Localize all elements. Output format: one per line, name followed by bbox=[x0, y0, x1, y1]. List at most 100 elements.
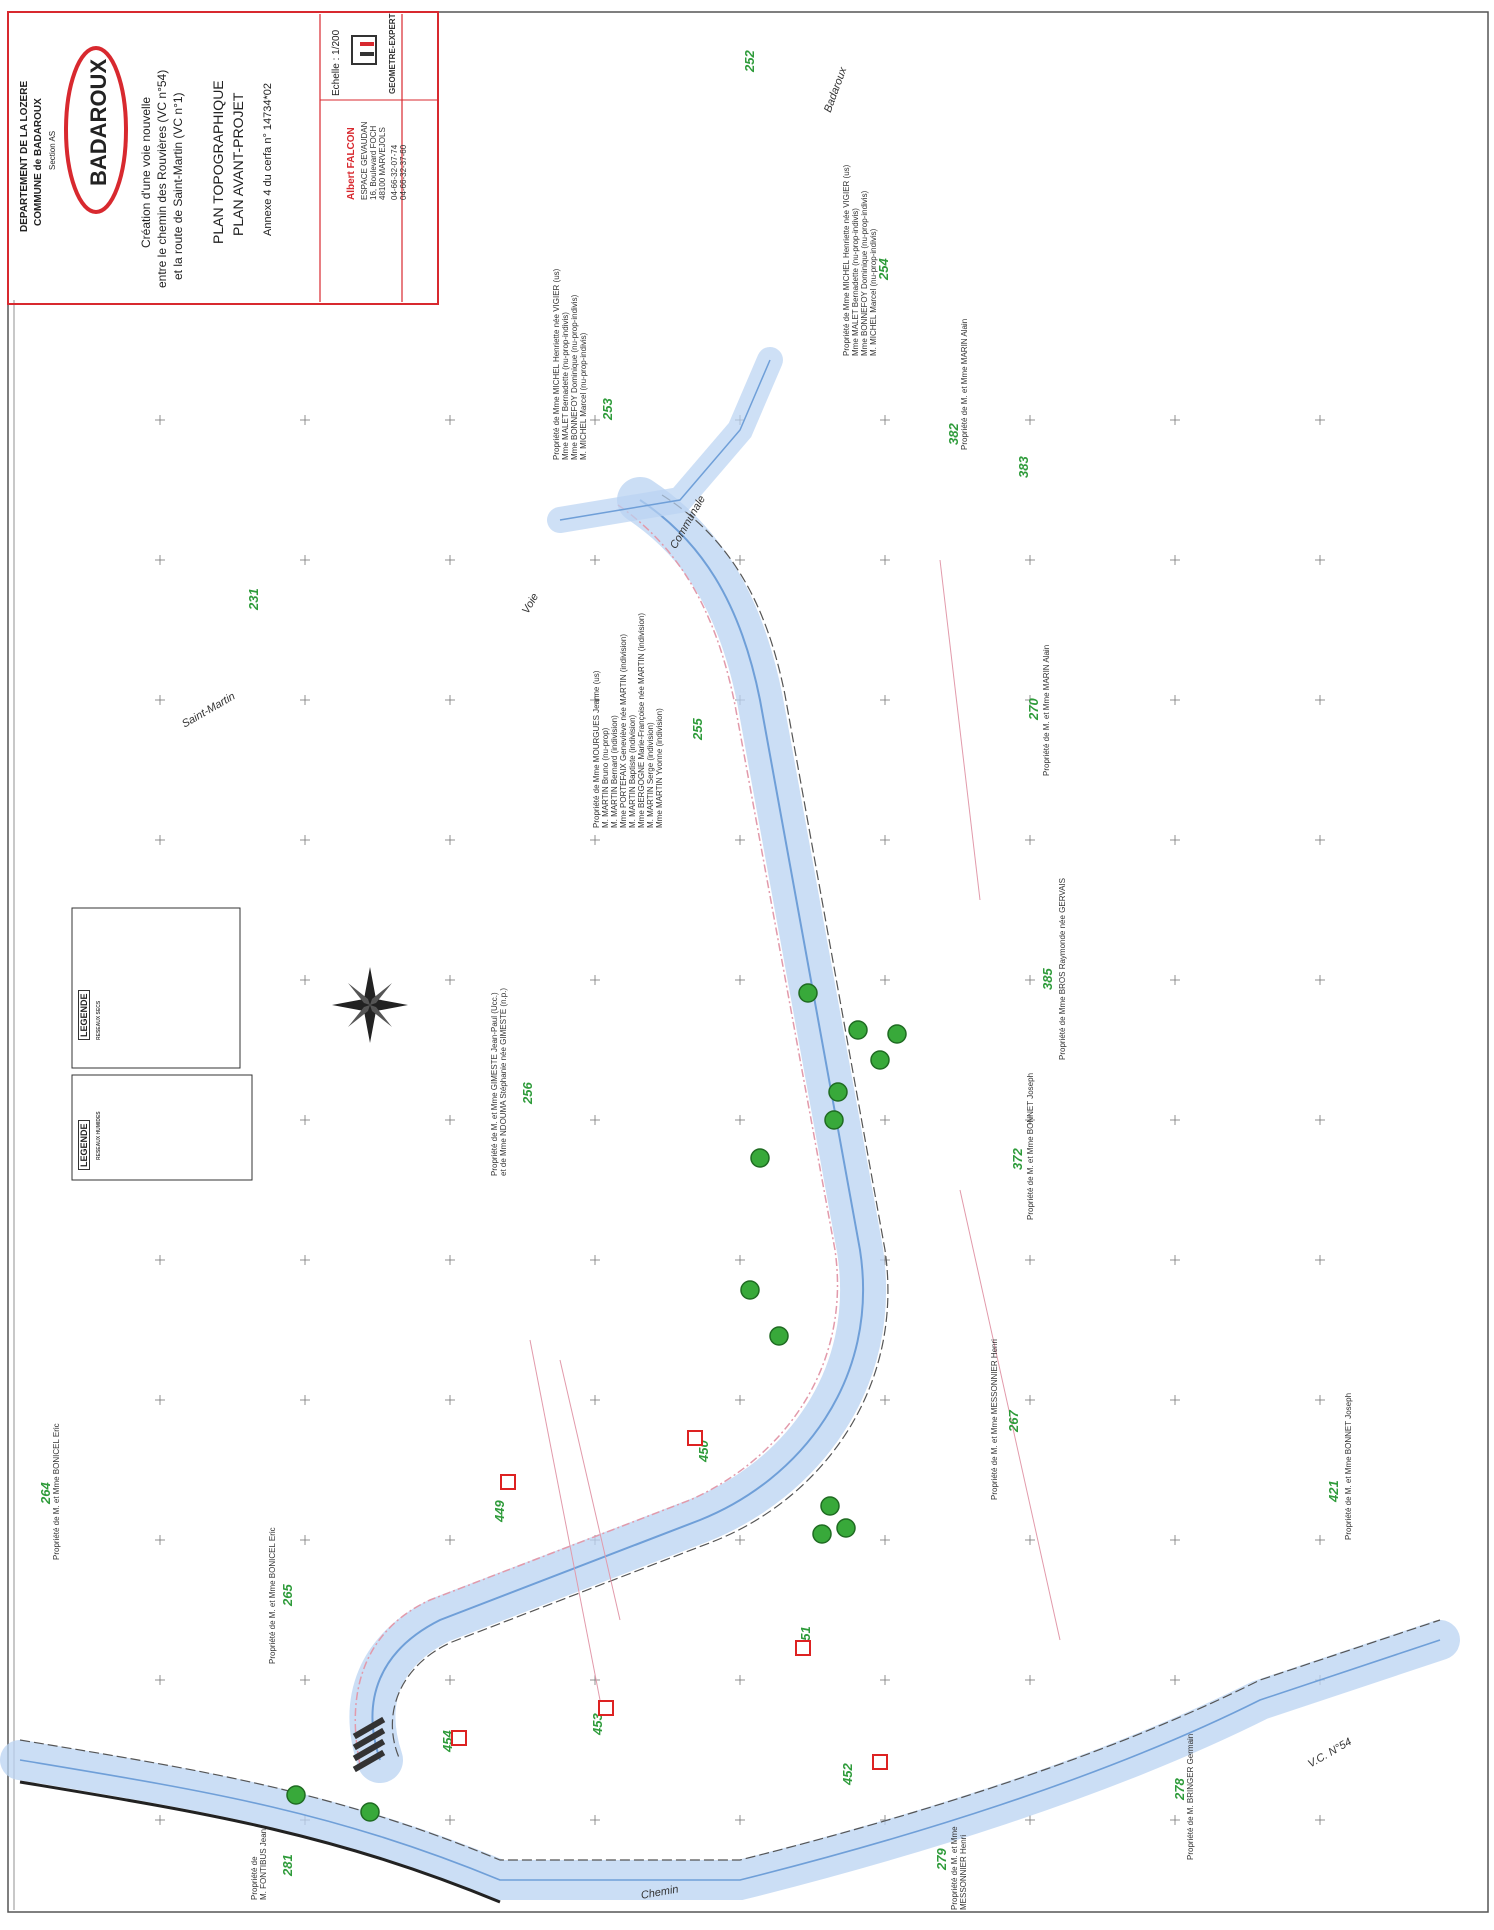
grid-cross bbox=[735, 835, 745, 845]
parcel-372: 372 bbox=[1010, 1148, 1025, 1170]
grid-cross bbox=[880, 835, 890, 845]
grid-cross bbox=[1025, 415, 1035, 425]
owner-382: Propriété de M. et Mme MARIN Alain bbox=[960, 318, 969, 450]
sheet-frame bbox=[7, 11, 1489, 1913]
owner-253-line-1: Propriété de Mme MICHEL Henriette née VI… bbox=[552, 268, 561, 460]
owner-254-line-4: M. MICHEL Marcel (nu-prop-indivis) bbox=[869, 228, 878, 356]
owner-253-line-4: M. MICHEL Marcel (nu-prop-indivis) bbox=[579, 332, 588, 460]
grid-cross bbox=[880, 1395, 890, 1405]
grid-cross bbox=[880, 415, 890, 425]
grid-cross bbox=[880, 975, 890, 985]
parcel-253: 253 bbox=[600, 398, 615, 420]
grid-cross bbox=[590, 1395, 600, 1405]
grid-cross bbox=[1025, 1255, 1035, 1265]
survey-grid bbox=[155, 415, 1325, 1825]
grid-cross bbox=[445, 555, 455, 565]
owner-372: Propriété de M. et Mme BONNET Joseph bbox=[1026, 1072, 1035, 1220]
legend-box-right bbox=[71, 907, 241, 1069]
grid-cross bbox=[445, 1115, 455, 1125]
grid-cross bbox=[880, 555, 890, 565]
grid-cross bbox=[155, 415, 165, 425]
grid-cross bbox=[1025, 975, 1035, 985]
phone-1: 04-66-32-07-74 bbox=[390, 144, 399, 200]
tree-icon bbox=[360, 1802, 380, 1822]
grid-cross bbox=[1315, 1535, 1325, 1545]
grid-cross bbox=[590, 415, 600, 425]
owner-278: Propriété de M. BRINGER Germain bbox=[1186, 1733, 1195, 1860]
grid-cross bbox=[1170, 1675, 1180, 1685]
tree-icon bbox=[824, 1110, 844, 1130]
parcel-256: 256 bbox=[520, 1082, 535, 1104]
grid-cross bbox=[735, 1395, 745, 1405]
surveyor-address-2: 16, Boulevard FOCH bbox=[369, 125, 378, 200]
grid-cross bbox=[445, 695, 455, 705]
owner-281-line-2: M. FONTIBUS Jean bbox=[259, 1828, 268, 1900]
tree-icon bbox=[836, 1518, 856, 1538]
grid-cross bbox=[1025, 1815, 1035, 1825]
owner-254-line-1: Propriété de Mme MICHEL Henriette née VI… bbox=[842, 164, 851, 356]
tree-icon bbox=[812, 1524, 832, 1544]
owner-421: Propriété de M. et Mme BONNET Joseph bbox=[1344, 1392, 1353, 1540]
grid-cross bbox=[300, 1675, 310, 1685]
plan-title-2: PLAN AVANT-PROJET bbox=[230, 92, 246, 236]
owner-255-line-2: M. MARTIN Bruno (nu-prop) bbox=[601, 727, 610, 828]
grid-cross bbox=[1025, 695, 1035, 705]
grid-cross bbox=[1315, 1255, 1325, 1265]
tree-icon bbox=[828, 1082, 848, 1102]
grid-cross bbox=[445, 1675, 455, 1685]
parcel-264: 264 bbox=[38, 1482, 53, 1504]
owner-253-line-3: Mme BONNEFOY Dominique (nu-prop-indivis) bbox=[570, 294, 579, 460]
owner-255-line-7: M. MARTIN Serge (indivision) bbox=[646, 722, 655, 828]
grid-cross bbox=[1170, 975, 1180, 985]
parcel-382: 382 bbox=[946, 423, 961, 445]
tree-icon bbox=[820, 1496, 840, 1516]
grid-cross bbox=[880, 695, 890, 705]
legend-box-left bbox=[71, 1074, 253, 1181]
grid-cross bbox=[735, 1115, 745, 1125]
crosswalk bbox=[352, 1716, 386, 1773]
town-logo-text: BADAROUX bbox=[86, 58, 111, 186]
owner-267: Propriété de M. et Mme MESSONNIER Henri bbox=[990, 1339, 999, 1500]
grid-cross bbox=[590, 555, 600, 565]
owner-281-line-1: Propriété de bbox=[250, 1856, 259, 1900]
grid-cross bbox=[590, 1815, 600, 1825]
owner-255-line-8: Mme MARTIN Yvonne (indivision) bbox=[655, 708, 664, 828]
grid-cross bbox=[445, 1815, 455, 1825]
grid-cross bbox=[300, 1535, 310, 1545]
grid-cross bbox=[1315, 555, 1325, 565]
grid-cross bbox=[590, 1115, 600, 1125]
parcel-255: 255 bbox=[690, 718, 705, 740]
grid-cross bbox=[300, 1255, 310, 1265]
parcel-453: 453 bbox=[590, 1713, 605, 1735]
parcel-452: 452 bbox=[840, 1763, 855, 1785]
owner-255-line-3: M. MARTIN Bernard (indivision) bbox=[610, 715, 619, 828]
marker-1 bbox=[500, 1474, 516, 1490]
owner-270: Propriété de M. et Mme MARIN Alain bbox=[1042, 644, 1051, 776]
legend-heading-left: LEGENDE bbox=[78, 1120, 90, 1170]
new-road bbox=[349, 477, 889, 1783]
grid-cross bbox=[1025, 835, 1035, 845]
chemin-road bbox=[0, 1619, 1460, 1904]
parcel-278: 278 bbox=[1172, 1778, 1187, 1800]
commune-label: COMMUNE de BADAROUX bbox=[33, 98, 44, 226]
grid-cross bbox=[1025, 1535, 1035, 1545]
parcel-281: 281 bbox=[280, 1854, 295, 1876]
parcel-267: 267 bbox=[1006, 1410, 1021, 1432]
grid-cross bbox=[445, 415, 455, 425]
owner-254: Propriété de Mme MICHEL Henriette née VI… bbox=[842, 165, 878, 356]
grid-cross bbox=[300, 835, 310, 845]
grid-cross bbox=[1025, 1675, 1035, 1685]
grid-cross bbox=[1315, 835, 1325, 845]
marker-4 bbox=[598, 1700, 614, 1716]
tree-icon bbox=[286, 1785, 306, 1805]
grid-cross bbox=[1315, 975, 1325, 985]
department-label: DEPARTEMENT DE LA LOZERE bbox=[19, 80, 30, 232]
grid-cross bbox=[300, 555, 310, 565]
owner-279: Propriété de M. et Mme MESSONNIER Henri bbox=[950, 1826, 968, 1910]
marker-3 bbox=[795, 1640, 811, 1656]
owner-255-line-4: Mme PORTEFAIX Geneviève née MARTIN (indi… bbox=[619, 634, 628, 828]
tree-icon bbox=[887, 1024, 907, 1044]
town-logo-ellipse bbox=[64, 46, 128, 214]
marker-5 bbox=[451, 1730, 467, 1746]
